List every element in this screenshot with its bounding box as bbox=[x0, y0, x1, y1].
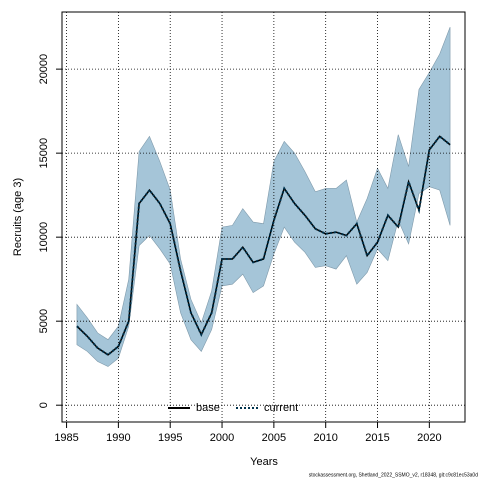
x-tick-label: 2020 bbox=[417, 432, 441, 444]
y-tick-label: 5000 bbox=[38, 309, 50, 333]
y-axis-label: Recruits (age 3) bbox=[12, 178, 24, 256]
x-tick-label: 1985 bbox=[54, 432, 78, 444]
legend-label: current bbox=[264, 402, 298, 414]
x-tick-label: 2000 bbox=[210, 432, 234, 444]
footer: stockassessment.org, Shetland_2022_SSMO_… bbox=[309, 472, 478, 478]
y-tick-label: 20000 bbox=[38, 54, 50, 85]
y-tick-label: 0 bbox=[38, 402, 50, 408]
x-tick-label: 2010 bbox=[313, 432, 337, 444]
series-line bbox=[76, 134, 451, 357]
x-tick-label: 1990 bbox=[106, 432, 130, 444]
x-tick-label: 1995 bbox=[158, 432, 182, 444]
confidence-band bbox=[76, 27, 451, 367]
x-axis-label: Years bbox=[250, 456, 278, 468]
x-tick-label: 2015 bbox=[365, 432, 389, 444]
plot-frame bbox=[61, 11, 466, 423]
y-tick-label: 15000 bbox=[38, 138, 50, 169]
x-tick-label: 2005 bbox=[262, 432, 286, 444]
y-tick-label: 10000 bbox=[38, 222, 50, 253]
legend-label: base bbox=[196, 402, 220, 414]
